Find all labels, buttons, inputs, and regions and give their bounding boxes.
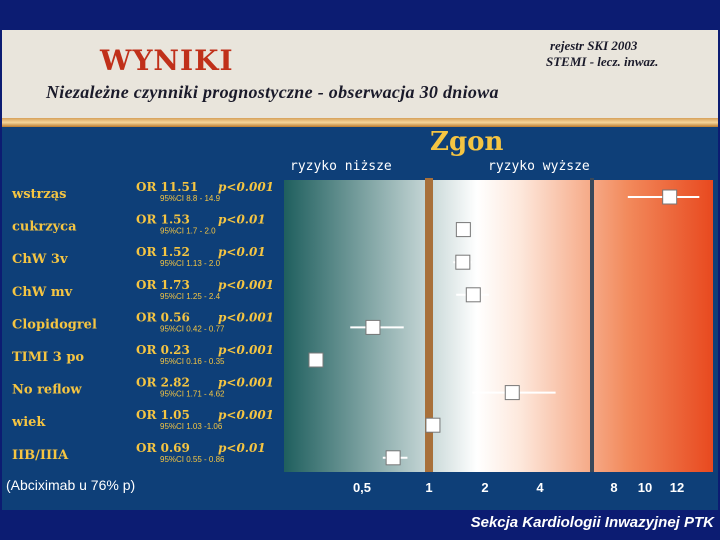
odds-ratio-marker [465,287,481,303]
x-tick-label: 0,5 [353,480,371,495]
odds-ratio-marker [504,385,520,401]
lower-risk-label: ryzyko niższe [290,159,392,174]
odds-ratio-marker [425,417,441,433]
odds-ratio-marker [455,254,471,270]
x-tick-label: 4 [536,480,544,495]
registry-subtitle: STEMI - lecz. inwaz. [546,54,659,69]
confidence-interval-label: 95%CI 1.7 - 2.0 [160,227,216,236]
p-value-label: p<0.001 [218,278,274,292]
chart-title: Zgon [430,127,504,157]
confidence-interval-label: 95%CI 8.8 - 14.9 [160,194,221,203]
separator-line [590,178,594,472]
registry-label: rejestr SKI 2003 [550,38,638,53]
row-label: Clopidogrel [12,317,97,332]
confidence-interval-label: 95%CI 1.13 - 2.0 [160,259,221,268]
odds-ratio-label: OR 11.51 [136,180,198,194]
x-tick-label: 10 [638,480,652,495]
confidence-interval-label: 95%CI 0.16 - 0.35 [160,357,225,366]
confidence-interval-label: 95%CI 1.71 - 4.62 [160,390,225,399]
odds-ratio-marker [365,319,381,335]
slide-header: WYNIKI rejestr SKI 2003 STEMI - lecz. in… [2,30,718,118]
odds-ratio-label: OR 0.23 [136,343,190,357]
slide-title: WYNIKI [100,44,234,77]
abciximab-note: (Abciximab u 76% p) [6,477,135,493]
p-value-label: p<0.01 [218,213,266,227]
row-label: IIB/IIIA [12,448,69,463]
row-label: wiek [11,415,46,430]
higher-risk-label: ryzyko wyższe [488,159,590,174]
slide-subtitle: Niezależne czynniki prognostyczne - obse… [46,82,499,102]
footer-label: Sekcja Kardiologii Inwazyjnej PTK [470,514,714,531]
confidence-interval-label: 95%CI 0.42 - 0.77 [160,324,225,333]
odds-ratio-marker [308,352,324,368]
p-value-label: p<0.001 [218,310,274,324]
x-tick-label: 8 [610,480,617,495]
odds-ratio-label: OR 1.73 [136,278,190,292]
x-axis-ticks: 0,5 1 2 4 8 10 12 [353,480,684,495]
plot-background [284,180,713,472]
odds-ratio-marker [455,222,471,238]
p-value-label: p<0.001 [218,343,274,357]
p-value-label: p<0.01 [218,245,266,259]
row-label: ChW mv [12,285,73,300]
p-value-label: p<0.001 [218,408,274,422]
odds-ratio-marker [662,189,678,205]
x-tick-label: 2 [481,480,488,495]
reference-line [425,178,433,472]
odds-ratio-label: OR 1.05 [136,408,190,422]
odds-ratio-label: OR 1.52 [136,245,190,259]
row-label: TIMI 3 po [12,350,84,365]
row-label: ChW 3v [12,252,68,267]
odds-ratio-marker [385,450,401,466]
row-label: cukrzyca [12,220,77,235]
confidence-interval-label: 95%CI 1.25 - 2.4 [160,292,221,301]
confidence-interval-label: 95%CI 1.03 -1.06 [160,422,223,431]
odds-ratio-label: OR 1.53 [136,213,190,227]
odds-ratio-label: OR 2.82 [136,376,190,390]
x-tick-label: 12 [670,480,684,495]
odds-ratio-label: OR 0.69 [136,441,190,455]
confidence-interval-label: 95%CI 0.55 - 0.86 [160,455,225,464]
p-value-label: p<0.01 [218,441,266,455]
p-value-label: p<0.001 [218,180,274,194]
row-label: wstrząs [11,187,67,202]
row-label: No reflow [12,383,82,398]
x-tick-label: 1 [425,480,432,495]
odds-ratio-label: OR 0.56 [136,310,190,324]
header-divider [2,118,718,127]
p-value-label: p<0.001 [218,376,274,390]
